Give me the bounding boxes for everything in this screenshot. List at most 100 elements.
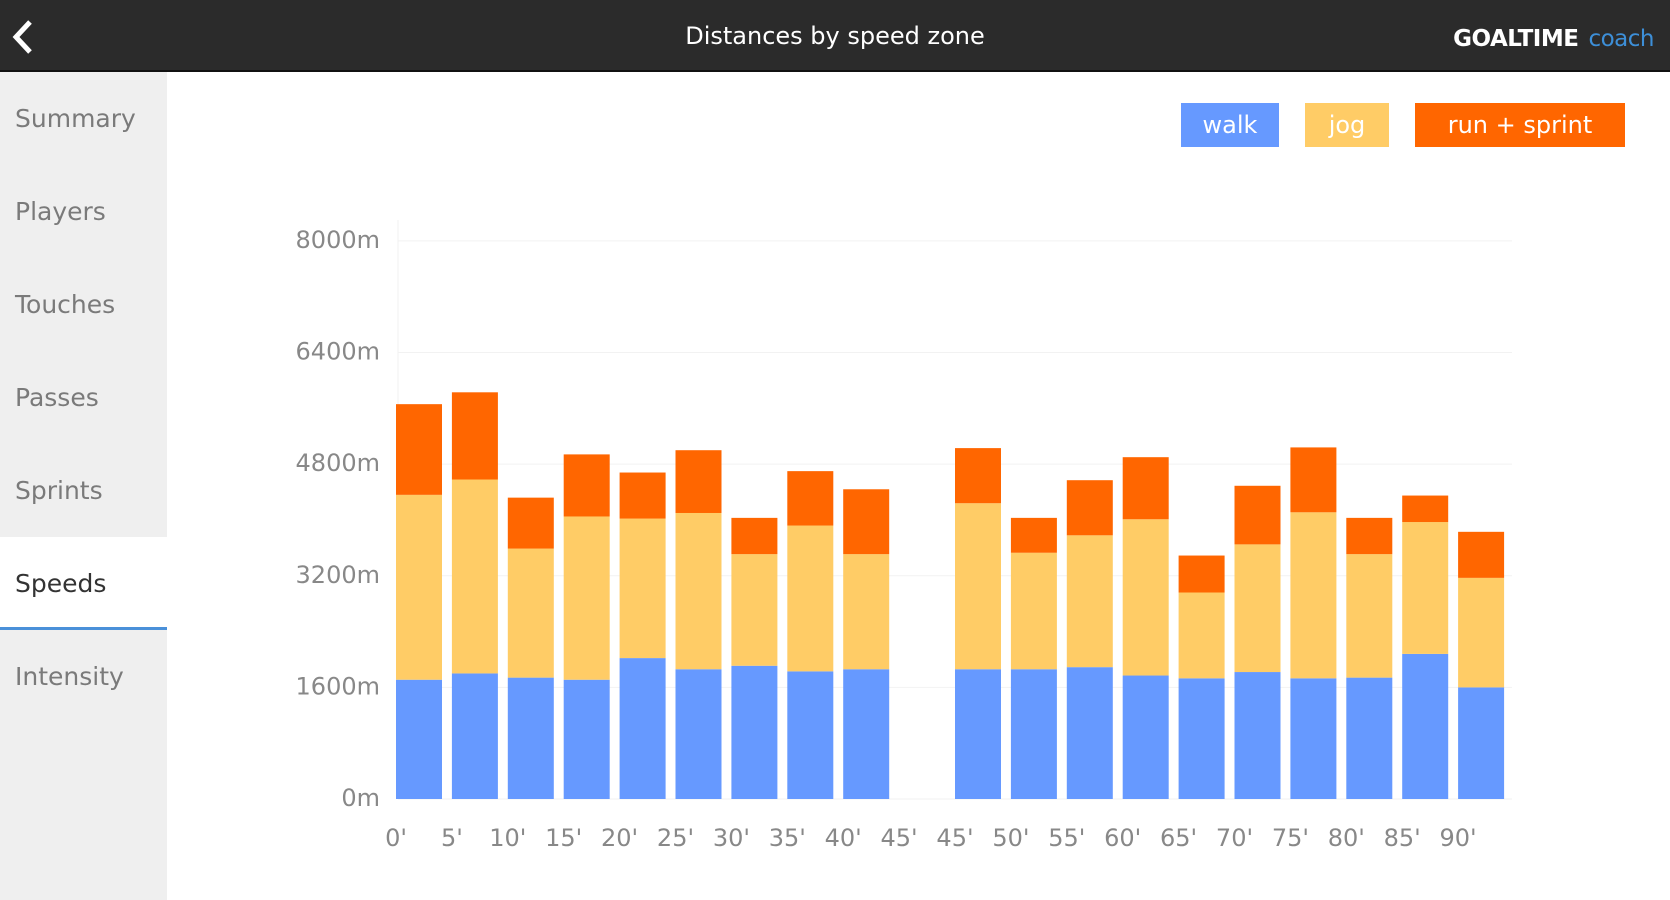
bar-segment xyxy=(451,392,498,480)
nav-item[interactable]: Sprints xyxy=(15,476,103,505)
bar-segment xyxy=(1122,457,1169,520)
bar-segment xyxy=(1402,653,1449,799)
x-tick-label: 50' xyxy=(992,824,1029,852)
legend-swatch[interactable] xyxy=(1415,103,1625,147)
nav-item[interactable]: Intensity xyxy=(15,662,124,691)
y-tick-label: 4800m xyxy=(296,449,380,477)
x-tick-label: 60' xyxy=(1104,824,1141,852)
x-tick-label: 55' xyxy=(1048,824,1085,852)
bar-segment xyxy=(619,518,666,659)
bar-segment xyxy=(563,679,610,799)
bar-segment xyxy=(787,525,834,672)
bar-segment xyxy=(1122,675,1169,799)
bar-segment xyxy=(396,404,442,495)
bar-segment xyxy=(1010,669,1057,799)
x-tick-label: 20' xyxy=(601,824,638,852)
bar-segment xyxy=(843,669,890,799)
x-tick-label: 90' xyxy=(1440,824,1477,852)
y-tick-label: 3200m xyxy=(296,561,380,589)
x-tick-label: 5' xyxy=(441,824,463,852)
bar-segment xyxy=(955,669,1001,799)
bar-segment xyxy=(1346,517,1393,555)
x-tick-label: 80' xyxy=(1328,824,1365,852)
sidebar: Summary Players Touches Passes Sprints S… xyxy=(0,72,167,900)
bar-segment xyxy=(1066,480,1113,536)
x-tick-label: 0' xyxy=(385,824,407,852)
bar-segment xyxy=(1458,531,1505,578)
bar-segment xyxy=(563,454,610,517)
bar-segment xyxy=(1178,592,1225,679)
bar-segment xyxy=(731,517,778,555)
bar-segment xyxy=(1290,678,1337,799)
bar-segment xyxy=(507,677,554,799)
bar-segment xyxy=(731,665,778,799)
bar-segment xyxy=(675,669,722,799)
x-tick-label: 45' xyxy=(881,824,918,852)
x-tick-label: 70' xyxy=(1216,824,1253,852)
bar-segment xyxy=(563,516,610,680)
y-tick-label: 6400m xyxy=(296,338,380,366)
bar-segment xyxy=(1234,672,1281,799)
legend-label[interactable]: jog xyxy=(1328,111,1366,139)
legend-label[interactable]: walk xyxy=(1203,111,1258,139)
bar-segment xyxy=(507,497,554,549)
bar-segment xyxy=(843,554,890,670)
bar-segment xyxy=(1234,485,1281,545)
bar-segment xyxy=(1346,677,1393,799)
x-tick-label: 65' xyxy=(1160,824,1197,852)
legend-swatch[interactable] xyxy=(1305,103,1389,147)
bar-segment xyxy=(1178,555,1225,593)
bar-segment xyxy=(1178,678,1225,799)
x-tick-label: 25' xyxy=(657,824,694,852)
x-tick-label: 30' xyxy=(713,824,750,852)
nav-item[interactable]: Players xyxy=(15,197,106,226)
x-tick-label: 85' xyxy=(1384,824,1421,852)
nav-item-active[interactable]: Speeds xyxy=(0,537,167,630)
nav-item[interactable]: Summary xyxy=(15,104,136,133)
bar-segment xyxy=(787,471,834,526)
y-tick-label: 1600m xyxy=(296,672,380,700)
bar-segment xyxy=(955,503,1001,670)
bar-segment xyxy=(396,494,442,680)
x-tick-label: 45' xyxy=(936,824,973,852)
legend-label[interactable]: run + sprint xyxy=(1448,111,1593,139)
nav-item[interactable]: Touches xyxy=(15,290,116,319)
x-tick-label: 40' xyxy=(825,824,862,852)
bar-segment xyxy=(1122,519,1169,676)
bar-segment xyxy=(843,489,890,555)
legend-swatch[interactable] xyxy=(1181,103,1279,147)
nav-item[interactable]: Passes xyxy=(15,383,99,412)
bar-segment xyxy=(1458,687,1505,799)
bar-segment xyxy=(675,450,722,513)
bar-segment xyxy=(787,671,834,799)
bar-segment xyxy=(1458,577,1505,688)
bar-segment xyxy=(1066,667,1113,799)
bar-segment xyxy=(619,658,666,799)
bar-segment xyxy=(1290,512,1337,679)
bar-segment xyxy=(1402,495,1449,523)
x-tick-label: 75' xyxy=(1272,824,1309,852)
bar-segment xyxy=(1402,522,1449,654)
bar-segment xyxy=(1234,544,1281,673)
y-tick-label: 0m xyxy=(341,784,380,812)
bar-segment xyxy=(1290,447,1337,513)
bar-segment xyxy=(619,472,666,519)
page-title: Distances by speed zone xyxy=(685,22,985,50)
bar-segment xyxy=(451,479,498,674)
x-tick-label: 35' xyxy=(769,824,806,852)
back-button[interactable] xyxy=(0,0,40,72)
bar-segment xyxy=(1010,517,1057,553)
bar-segment xyxy=(396,679,442,799)
bar-segment xyxy=(731,554,778,666)
brand-suffix: coach xyxy=(1588,26,1654,52)
bar-segment xyxy=(451,673,498,799)
brand: GOALTIME coach xyxy=(1453,0,1654,78)
top-bar: Distances by speed zone GOALTIME coach xyxy=(0,0,1670,72)
x-tick-label: 10' xyxy=(489,824,526,852)
bar-segment xyxy=(1010,552,1057,670)
y-tick-label: 8000m xyxy=(296,226,380,254)
x-tick-label: 15' xyxy=(545,824,582,852)
bar-segment xyxy=(507,548,554,678)
